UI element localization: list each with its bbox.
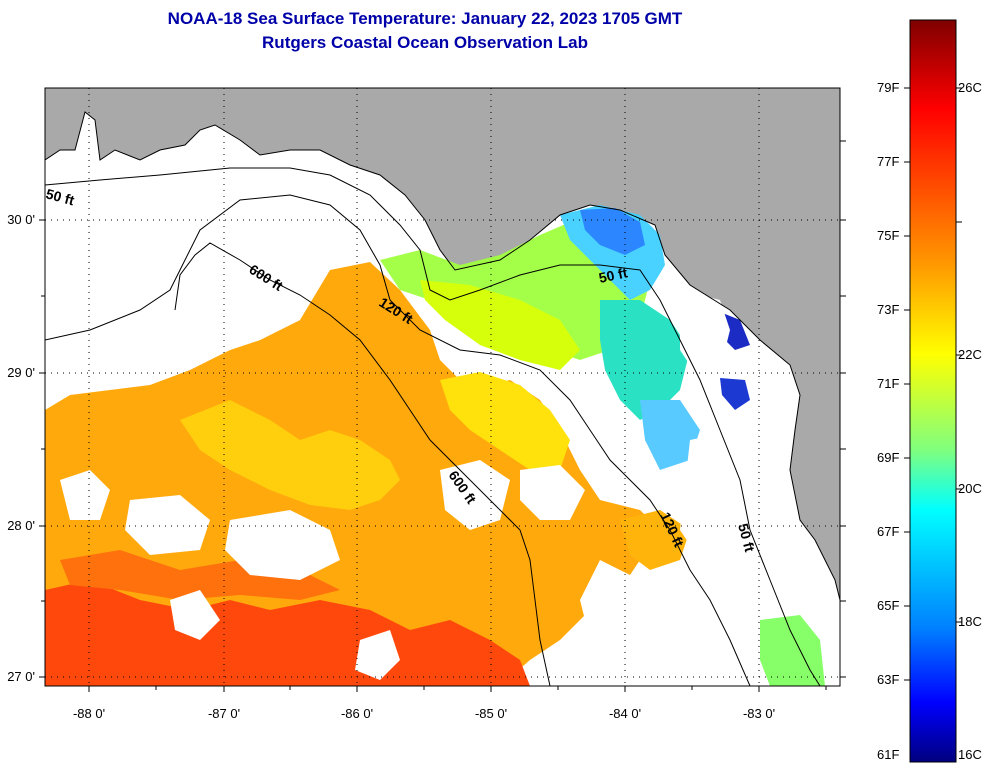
lon-label: -88 0': [73, 706, 105, 721]
graticule: [45, 88, 840, 686]
colorbar-f-label: 65F: [877, 598, 899, 613]
colorbar-c-label: 20C: [958, 481, 982, 496]
colorbar-c-label: 26C: [958, 80, 982, 95]
contour-50ft: [45, 167, 821, 686]
colorbar: [909, 19, 957, 763]
lon-label: -84 0': [609, 706, 641, 721]
lon-label: -87 0': [208, 706, 240, 721]
lon-label: -86 0': [341, 706, 373, 721]
colorbar-f-label: 77F: [877, 154, 899, 169]
sst-data-layer: [45, 205, 825, 686]
colorbar-f-label: 71F: [877, 376, 899, 391]
contour-label: 50 ft: [44, 185, 76, 208]
chart-title: NOAA-18 Sea Surface Temperature: January…: [167, 9, 683, 28]
colorbar-f-label: 61F: [877, 747, 899, 762]
lat-label: 27 0': [7, 669, 35, 684]
colorbar-c-label: 22C: [958, 347, 982, 362]
coastline: [45, 111, 840, 601]
colorbar-f-label: 79F: [877, 80, 899, 95]
lat-label: 30 0': [7, 212, 35, 227]
contour-label: 50 ft: [597, 264, 629, 286]
colorbar-f-label: 67F: [877, 524, 899, 539]
colorbar-f-label: 63F: [877, 672, 899, 687]
contour-label: 50 ft: [735, 522, 758, 554]
tick-marks: [39, 140, 846, 692]
land-island: [500, 92, 535, 104]
colorbar-f-label: 69F: [877, 450, 899, 465]
lat-label: 28 0': [7, 518, 35, 533]
colorbar-c-label: 18C: [958, 614, 982, 629]
map-frame: [44, 87, 841, 687]
colorbar-c-label: 16C: [958, 747, 982, 762]
colorbar-f-label: 73F: [877, 302, 899, 317]
colorbar-ticks: [904, 87, 962, 681]
lat-label: 29 0': [7, 365, 35, 380]
colorbar-f-label: 75F: [877, 228, 899, 243]
chart-subtitle: Rutgers Coastal Ocean Observation Lab: [262, 33, 588, 52]
lon-label: -83 0': [743, 706, 775, 721]
contour-120ft: [45, 194, 751, 686]
contour-600ft: [174, 242, 551, 686]
lon-label: -85 0': [475, 706, 507, 721]
